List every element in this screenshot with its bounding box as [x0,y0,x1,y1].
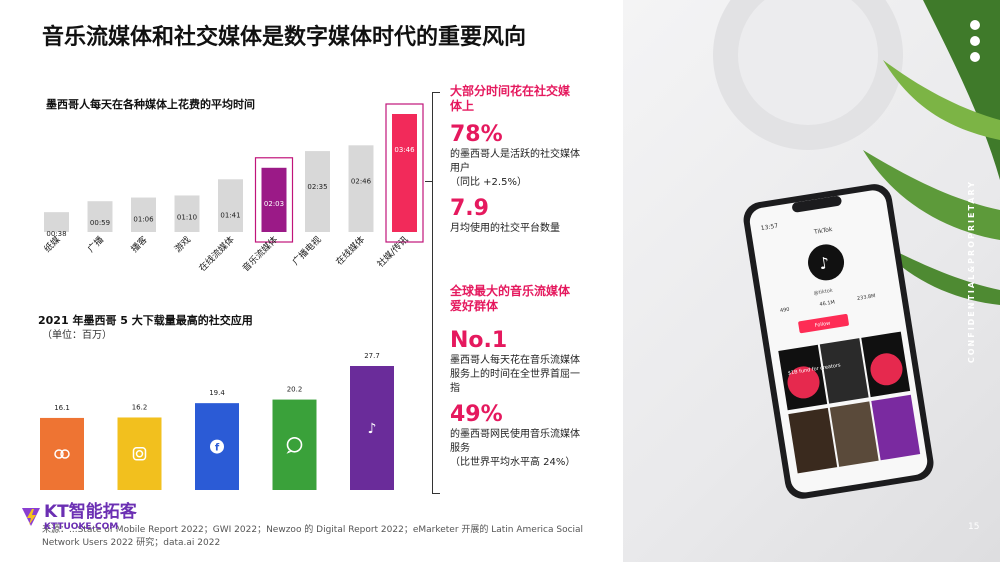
bar-value-label: 19.4 [209,389,225,397]
follow-button [798,313,849,334]
bracket-tick [425,181,433,182]
chart2-subtitle: 2021 年墨西哥 5 大下载量最高的社交应用 [38,314,253,327]
follow-label: Follow [814,321,830,329]
chat-bubble-second [60,449,70,459]
chart-bar [272,399,317,490]
video-thumb [788,407,838,474]
phone-stat: 46.1M [819,300,835,308]
plant-leaf [873,240,1000,305]
phone-app-name: TikTok [813,226,834,236]
chart-bar [218,179,243,232]
phone-time: 13:57 [760,222,778,232]
chart-bar [261,167,287,232]
whatsapp-tail [286,450,292,454]
page-title: 音乐流媒体和社交媒体是数字媒体时代的重要风向 [42,25,527,50]
stat-no1: No.1 [450,328,508,353]
bar-value-label: 20.2 [287,386,303,394]
highlight-frame [385,103,424,243]
logo-url: KTTUOKE.COM [44,522,119,532]
stat-49: 49% [450,402,503,427]
chat-bubbles-icon [54,449,64,459]
svg-text:♪: ♪ [818,253,831,273]
stat-78: 78% [450,122,503,147]
kt-logo: KT智能拓客 KTTUOKE.COM [20,502,137,532]
right-stats: 大部分时间花在社交媒体上 78% 的墨西哥人是活跃的社交媒体用户 （同比 +2.… [450,84,580,470]
chart-bar [131,197,156,232]
photo-illustration: 13:57 TikTok ♪ @tiktok 490 46.1M 233.8M … [713,0,1000,499]
bar-value-label: 01:06 [133,216,154,224]
category-label: 音乐流媒体 [240,234,280,274]
phone-stat: 233.8M [857,293,876,302]
chart-bar [117,417,162,490]
lightning-logo-icon [22,508,40,526]
stat-7-9-text: 月均使用的社交平台数量 [450,223,560,234]
phone-device: 13:57 TikTok ♪ @tiktok 490 46.1M 233.8M … [743,184,934,499]
section1-head: 大部分时间花在社交媒体上 [450,84,571,113]
chart-bar [350,366,394,490]
chart1-subtitle: 墨西哥人每天在各种媒体上花费的平均时间 [46,98,255,111]
bar-value-label: 01:41 [220,211,240,219]
video-thumb [819,338,869,404]
stat-78-text: 的墨西哥人是活跃的社交媒体用户 [450,149,580,174]
bar-value-label: 16.1 [54,404,70,412]
video-thumb [871,394,921,461]
chart-bar [305,151,330,232]
chart2-unit: （单位：百万） [42,330,112,341]
phone-photo: 13:57 TikTok ♪ @tiktok 490 46.1M 233.8M … [623,0,1000,562]
facebook-glyph: f [215,443,220,454]
stat-no1-text: 墨西哥人每天花在音乐流媒体服务上的时间在全世界首屈一指 [450,355,580,394]
plant-leaf [863,150,1000,240]
social-apps-chart: 16.1 16.2 19.4 f 20.2 27.7 ♪ [40,352,394,490]
phone-handle: @tiktok [813,288,833,297]
time-spent-chart: 00:38纸媒00:59广播01:06播客01:10游戏01:41在线流媒体02… [41,103,424,274]
category-label: 在线媒体 [333,234,367,268]
bar-value-label: 02:35 [307,183,327,191]
category-label: 广播电视 [290,234,324,268]
category-label: 广播 [85,234,106,255]
stat-7-9: 7.9 [450,196,489,221]
source-footnote: 来源：...State of Mobile Report 2022；GWI 20… [42,525,584,548]
chart-bar [87,201,113,232]
bar-value-label: 02:46 [351,177,372,185]
category-label: 播客 [128,234,149,255]
bar-value-label: 00:38 [46,230,66,238]
chart-bar [348,145,374,232]
bar-value-label: 03:46 [394,146,415,154]
category-label: 社媒/传讯 [375,234,411,270]
confidential-label: CONFIDENTIAL&PROPRIETARY [967,180,976,364]
bar-value-label: 27.7 [364,352,380,360]
instagram-icon [132,446,147,461]
category-label: 在线流媒体 [196,234,236,274]
plant-leaf [923,0,1000,180]
stat-78-note: （同比 +2.5%） [450,177,527,188]
chart-bar [174,195,200,232]
menu-dots-icon [970,20,980,68]
plate-inner [738,0,878,125]
page-number: 15 [968,522,980,532]
whatsapp-icon [286,436,303,453]
instagram-lens [135,449,144,458]
bar-value-label: 02:03 [264,200,284,208]
plant-leaf [883,60,1000,140]
category-label: 游戏 [172,234,193,255]
bracket-divider [432,92,440,494]
bar-value-label: 00:59 [90,219,110,227]
stat-49-text: 的墨西哥网民使用音乐流媒体服务 [450,429,580,454]
tiktok-icon: ♪ [368,421,377,437]
bar-value-label: 01:10 [177,213,197,221]
facebook-icon [210,439,224,454]
bar-value-label: 16.2 [132,403,148,411]
phone-stat: 490 [780,307,790,314]
chart-bar [44,212,69,232]
section2-head: 全球最大的音乐流媒体爱好群体 [450,284,571,313]
video-thumb [829,401,879,467]
logo-name: KT智能拓客 [44,502,137,522]
tiktok-avatar-icon [808,244,845,281]
highlight-frame [254,157,294,243]
stat-49-note: （比世界平均水平高 24%） [450,457,576,468]
chart-bar [40,417,84,490]
chart-bar [392,114,417,232]
